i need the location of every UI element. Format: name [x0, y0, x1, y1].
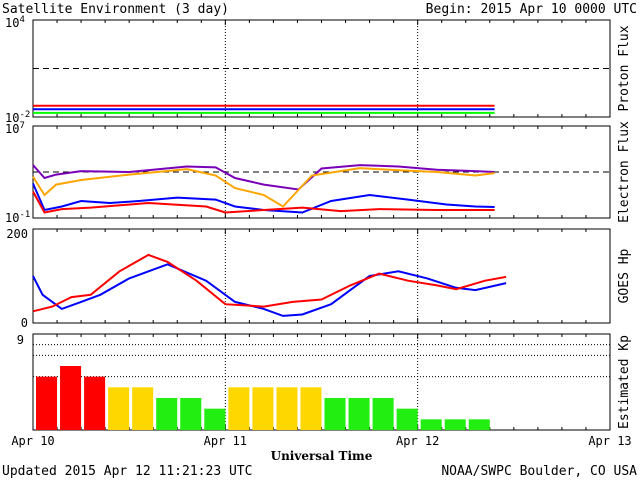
electron-ytick-bottom: 10-1	[5, 210, 30, 225]
kp-bar	[444, 419, 466, 430]
kp-bar	[396, 408, 418, 430]
electron-ytick-top: 107	[5, 121, 25, 136]
kp-ytick-top: 9	[17, 333, 24, 347]
goes-hp-panel	[32, 228, 611, 324]
purple-series-line	[32, 164, 495, 191]
proton-ytick-top: 104	[5, 15, 25, 30]
x-tick-label: Apr 11	[204, 434, 247, 448]
figure-title: Satellite Environment (3 day)	[2, 2, 229, 17]
proton-ytick-bottom: 10-2	[5, 110, 30, 125]
electron-flux-label: Electron Flux	[617, 121, 632, 223]
kp-bar	[84, 376, 106, 430]
x-tick-label: Apr 10	[11, 434, 54, 448]
proton-flux-label: Proton Flux	[617, 25, 632, 111]
kp-bar	[60, 366, 82, 430]
hp-ytick-top: 200	[6, 227, 28, 241]
blue-series-line	[32, 263, 507, 317]
x-tick-label: Apr 12	[396, 434, 439, 448]
hp-ytick-bottom: 0	[21, 316, 28, 330]
x-tick-label: Apr 13	[588, 434, 631, 448]
electron-flux-panel	[32, 125, 611, 219]
proton-flux-panel	[32, 19, 611, 118]
credit-label: NOAA/SWPC Boulder, CO USA	[441, 464, 637, 479]
blue-series-line	[32, 183, 495, 214]
goes-hp-label: GOES Hp	[617, 248, 632, 303]
estimated-kp-label: Estimated Kp	[617, 335, 632, 429]
kp-bar	[420, 419, 442, 430]
kp-bar	[300, 387, 322, 430]
kp-bar	[132, 387, 154, 430]
orange-series-line	[32, 167, 495, 208]
kp-bar	[36, 376, 58, 430]
panel-frame	[32, 228, 611, 324]
updated-timestamp: Updated 2015 Apr 12 11:21:23 UTC	[2, 464, 252, 479]
kp-bar	[108, 387, 130, 430]
kp-bar	[156, 398, 178, 430]
begin-time: Begin: 2015 Apr 10 0000 UTC	[426, 2, 637, 17]
kp-bar	[276, 387, 298, 430]
red-series-line	[32, 191, 495, 214]
kp-bar	[348, 398, 370, 430]
kp-bar	[372, 398, 394, 430]
kp-bar	[252, 387, 274, 430]
kp-bar	[324, 398, 346, 430]
kp-bar	[180, 398, 202, 430]
kp-bar	[468, 419, 490, 430]
kp-bar	[204, 408, 226, 430]
red-series-line	[32, 253, 507, 313]
x-axis-title: Universal Time	[271, 449, 373, 463]
kp-bar	[228, 387, 250, 430]
estimated-kp-panel	[32, 333, 611, 431]
